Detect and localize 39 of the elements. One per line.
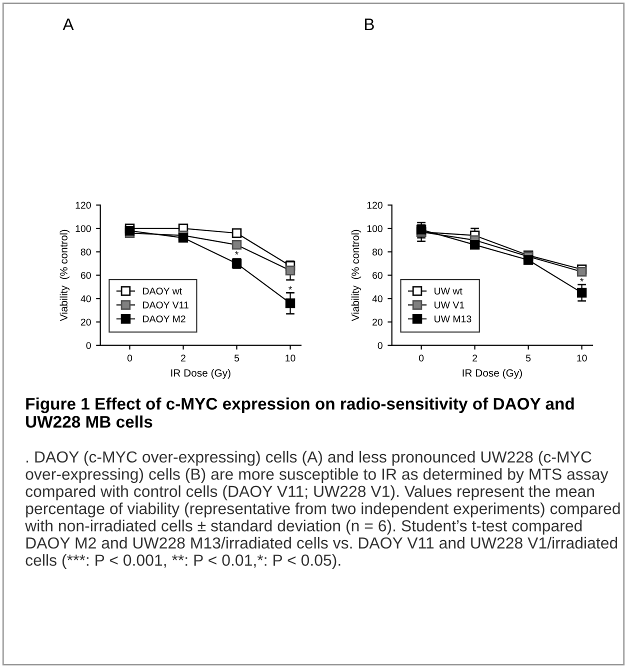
legend-label: DAOY V11 — [143, 302, 188, 308]
legend-label: DAOY M2 — [143, 315, 186, 322]
x-tick-label: 0 — [418, 354, 424, 362]
y-tick-label: 80 — [372, 248, 382, 256]
y-axis-title: Viability (% control) — [351, 230, 362, 322]
x-tick-label: 2 — [472, 354, 478, 362]
y-tick-label: 80 — [80, 248, 91, 256]
annotation: * — [235, 251, 238, 255]
y-tick-label: 20 — [80, 318, 91, 326]
chart-title: A — [62, 18, 74, 30]
caption: Figure 1 Effect of c-MYC expression on radio-sensitivity of DAOY and UW228 MB cells — [26, 397, 574, 428]
y-axis-title: Viability (% control) — [60, 230, 70, 322]
x-tick-label: 2 — [181, 354, 186, 362]
y-tick-label: 40 — [80, 295, 91, 302]
annotation: * — [288, 286, 292, 290]
y-tick-label: 0 — [378, 342, 382, 349]
y-tick-label: 120 — [367, 202, 382, 209]
x-tick-label: 5 — [526, 354, 531, 362]
legend-label: DAOY wt — [143, 288, 182, 295]
x-axis-title: IR Dose (Gy) — [462, 369, 522, 379]
x-axis-title: IR Dose (Gy) — [171, 369, 230, 379]
y-tick-label: 100 — [367, 225, 382, 232]
legend-label: UW wt — [434, 288, 462, 295]
x-tick-label: 5 — [234, 354, 240, 362]
annotation: * — [580, 278, 584, 282]
y-tick-label: 20 — [372, 318, 382, 326]
y-tick-label: 100 — [76, 225, 91, 232]
chart-title: B — [365, 18, 374, 30]
text: . DAOY (c-MYC over-expressing) cells (A) and less pronounced UW228 (c-MYC over-expressing) cells (B) are more susceptible to IR as determined by MTS assay compared with control cells (DAOY V11; UW228 V1). Values represent the mean percentage of viability (representative from two independent experiments) compared with non-irradiated cells ± standard deviation (n = 6). Student’s t-test compared DAOY M2 and UW228 M13/irradiated cells vs. DAOY V11 and UW228 V1/irradiated cells (***: P < 0.001, **: P < 0.01,*: P < 0.05). — [25, 450, 620, 570]
y-tick-label: 60 — [372, 272, 382, 279]
legend-label: UW V1 — [434, 302, 464, 308]
y-tick-label: 40 — [372, 295, 382, 302]
y-tick-label: 60 — [80, 272, 91, 279]
legend-label: UW M13 — [434, 315, 472, 322]
x-tick-label: 10 — [577, 354, 587, 362]
y-tick-label: 0 — [86, 342, 91, 349]
y-tick-label: 120 — [76, 202, 91, 209]
x-tick-label: 10 — [286, 354, 296, 362]
x-tick-label: 0 — [127, 354, 132, 362]
